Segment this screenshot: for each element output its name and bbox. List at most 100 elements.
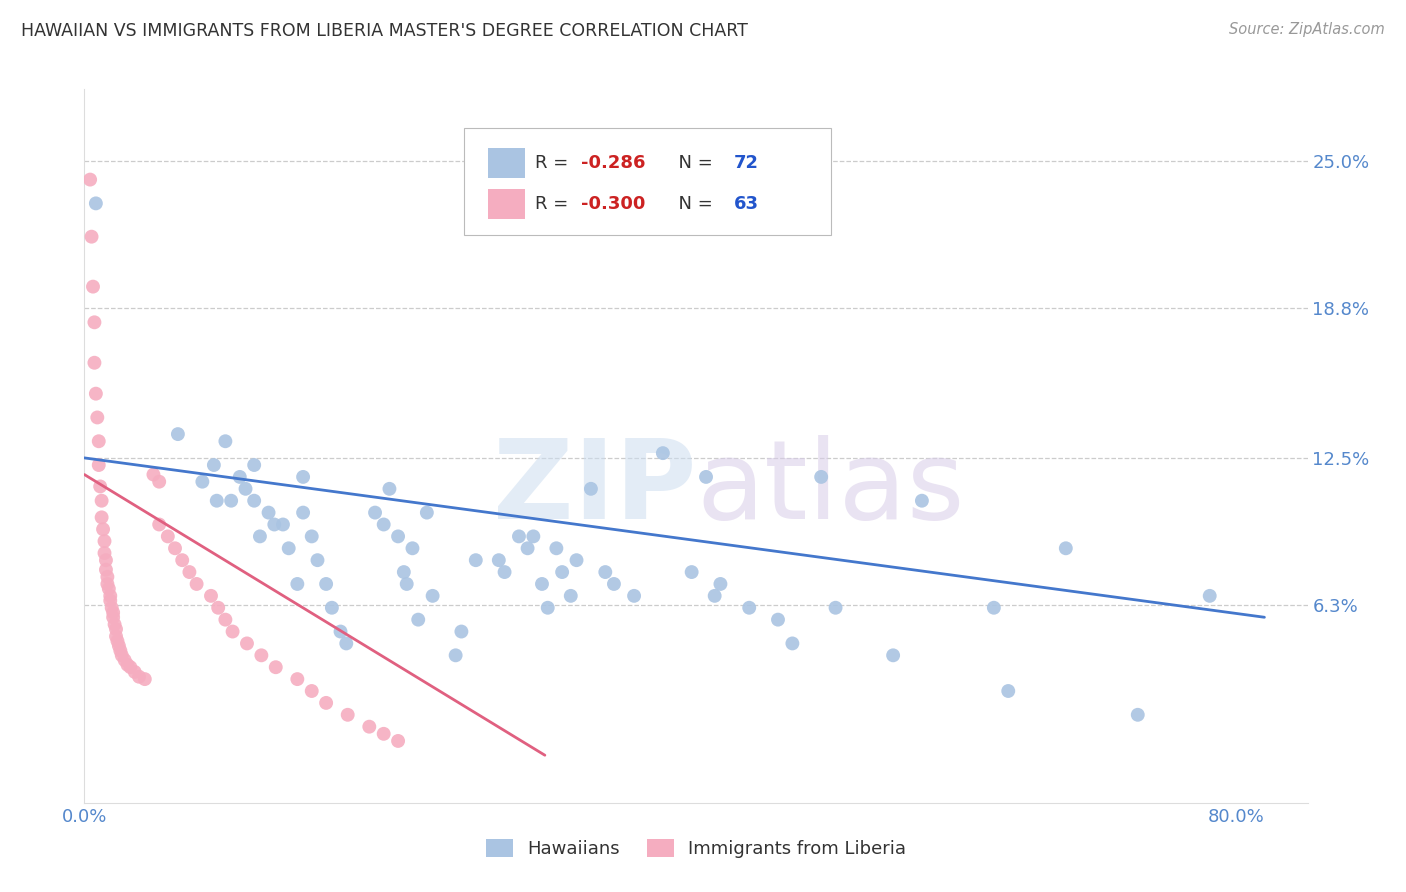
Point — [810, 470, 832, 484]
Text: -0.300: -0.300 — [581, 195, 645, 213]
Point — [156, 529, 179, 543]
Point — [229, 470, 252, 484]
Point — [285, 672, 308, 686]
Point — [335, 636, 357, 650]
Point — [105, 629, 128, 643]
Point — [79, 172, 101, 186]
Point — [87, 458, 110, 472]
Point — [301, 529, 323, 543]
Point — [1054, 541, 1077, 556]
Point — [537, 600, 560, 615]
Text: 72: 72 — [734, 154, 759, 172]
Text: R =: R = — [534, 195, 574, 213]
Point — [695, 470, 717, 484]
Point — [114, 653, 136, 667]
Point — [243, 493, 266, 508]
Point — [709, 577, 731, 591]
Point — [1198, 589, 1220, 603]
FancyBboxPatch shape — [464, 128, 831, 235]
Point — [101, 606, 124, 620]
Point — [395, 577, 418, 591]
Point — [243, 458, 266, 472]
Point — [565, 553, 588, 567]
Point — [782, 636, 804, 650]
Point — [263, 517, 285, 532]
Point — [142, 467, 165, 482]
Point — [191, 475, 214, 489]
Point — [219, 493, 242, 508]
Point — [579, 482, 602, 496]
Point — [522, 529, 544, 543]
Point — [401, 541, 423, 556]
Point — [321, 600, 343, 615]
Point — [373, 727, 395, 741]
Point — [148, 517, 170, 532]
Point — [80, 229, 103, 244]
Point — [387, 529, 409, 543]
Point — [205, 493, 228, 508]
Point — [329, 624, 352, 639]
Point — [221, 624, 243, 639]
Point — [494, 565, 516, 579]
Point — [101, 610, 124, 624]
Point — [824, 600, 846, 615]
Point — [110, 643, 132, 657]
Text: atlas: atlas — [696, 435, 965, 542]
Point — [508, 529, 530, 543]
Bar — [488, 148, 524, 178]
Text: R =: R = — [534, 154, 574, 172]
Text: N =: N = — [666, 195, 718, 213]
Point — [214, 434, 236, 449]
Point — [1126, 707, 1149, 722]
Point — [546, 541, 568, 556]
Point — [90, 493, 112, 508]
Point — [94, 553, 117, 567]
Point — [315, 696, 337, 710]
Point — [96, 570, 118, 584]
Text: HAWAIIAN VS IMMIGRANTS FROM LIBERIA MASTER'S DEGREE CORRELATION CHART: HAWAIIAN VS IMMIGRANTS FROM LIBERIA MAST… — [21, 22, 748, 40]
Point — [422, 589, 444, 603]
Point — [200, 589, 222, 603]
Point — [96, 577, 118, 591]
Point — [516, 541, 538, 556]
Point — [235, 482, 257, 496]
Point — [277, 541, 299, 556]
Point — [450, 624, 472, 639]
Point — [681, 565, 703, 579]
Point — [250, 648, 273, 663]
Point — [134, 672, 156, 686]
Point — [359, 720, 381, 734]
Point — [364, 506, 387, 520]
Point — [83, 315, 105, 329]
Point — [336, 707, 359, 722]
Point — [89, 479, 111, 493]
Point — [114, 54, 136, 68]
Point — [108, 639, 131, 653]
Point — [236, 636, 259, 650]
Point — [738, 600, 761, 615]
Point — [766, 613, 789, 627]
Point — [378, 482, 401, 496]
Point — [207, 600, 229, 615]
Point — [651, 446, 673, 460]
Text: Source: ZipAtlas.com: Source: ZipAtlas.com — [1229, 22, 1385, 37]
Point — [264, 660, 287, 674]
Point — [551, 565, 574, 579]
Point — [98, 593, 121, 607]
Point — [83, 356, 105, 370]
Text: 63: 63 — [734, 195, 759, 213]
Text: -0.286: -0.286 — [581, 154, 645, 172]
Point — [416, 506, 439, 520]
Bar — [488, 189, 524, 219]
Point — [911, 493, 934, 508]
Point — [285, 577, 308, 591]
Point — [120, 660, 142, 674]
Point — [307, 553, 329, 567]
Point — [98, 589, 121, 603]
Point — [167, 427, 190, 442]
Point — [271, 517, 294, 532]
Point — [163, 541, 186, 556]
Point — [603, 577, 626, 591]
Point — [107, 634, 129, 648]
Point — [301, 684, 323, 698]
